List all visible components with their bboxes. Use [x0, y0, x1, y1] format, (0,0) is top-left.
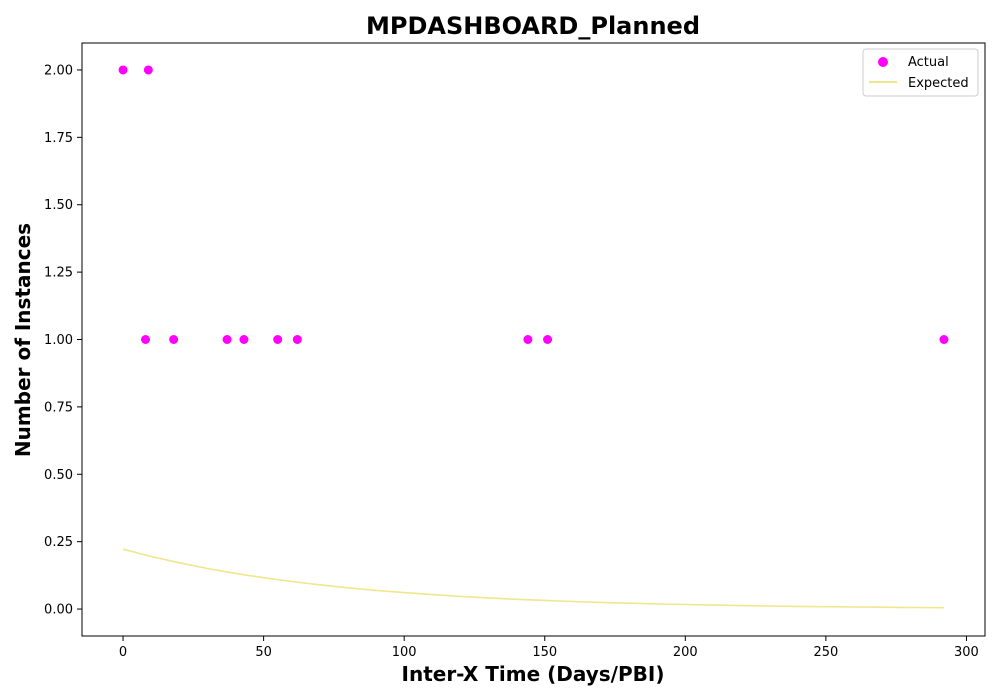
x-tick-label: 0 [119, 645, 127, 660]
y-tick-label: 1.50 [44, 198, 73, 213]
legend-actual-marker [878, 57, 888, 67]
actual-data-point [239, 335, 249, 344]
y-tick-label: 0.50 [44, 468, 73, 483]
y-axis-ticks: 0.00 0.25 0.50 0.75 1.00 1.25 1.50 1.75 2.00 [44, 63, 82, 618]
chart-title: MPDASHBOARD_Planned [366, 12, 700, 40]
actual-data-point [543, 335, 553, 344]
actual-data-point [143, 65, 153, 75]
actual-data-point [118, 65, 128, 75]
y-tick-label: 1.75 [44, 131, 73, 146]
x-tick-label: 250 [813, 645, 838, 660]
actual-data-point [273, 335, 283, 344]
legend-actual-label: Actual [908, 55, 949, 70]
y-tick-label: 0.25 [44, 535, 73, 550]
actual-data-point [222, 335, 232, 344]
x-tick-label: 300 [954, 645, 979, 660]
expected-series-line [122, 548, 945, 609]
actual-data-point [939, 335, 949, 344]
actual-data-point [523, 335, 533, 344]
legend-expected-label: Expected [908, 76, 969, 91]
x-tick-label: 200 [673, 645, 698, 660]
actual-data-point [169, 335, 179, 344]
y-tick-label: 2.00 [44, 63, 73, 78]
y-axis-label: Number of Instances [11, 223, 35, 457]
plot-frame [81, 42, 986, 637]
y-tick-label: 1.25 [44, 266, 73, 281]
plot-area: 0 50 100 150 200 250 300 0.00 0.25 0.50 0.75 1.00 1… [44, 42, 986, 660]
x-axis-ticks: 0 50 100 150 200 250 300 [119, 636, 979, 660]
x-tick-label: 50 [255, 645, 272, 660]
legend: Actual Expected [862, 48, 979, 97]
series-layer [118, 65, 949, 609]
y-tick-label: 0.00 [44, 603, 73, 618]
y-tick-label: 1.00 [44, 333, 73, 348]
actual-data-point [292, 335, 302, 344]
y-tick-label: 0.75 [44, 400, 73, 415]
legend-box [862, 48, 979, 97]
x-tick-label: 150 [532, 645, 557, 660]
x-tick-label: 100 [392, 645, 417, 660]
actual-data-point [141, 335, 151, 344]
x-axis-label: Inter-X Time (Days/PBI) [402, 662, 665, 686]
